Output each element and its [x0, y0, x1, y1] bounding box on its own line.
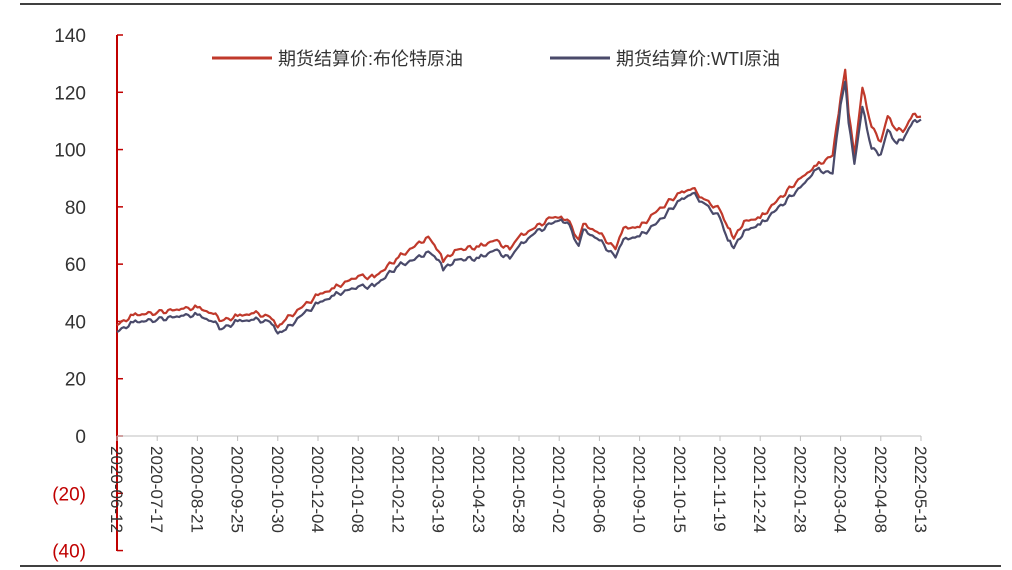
x-tick-label: 2021-11-19 — [710, 446, 729, 532]
x-tick-label: 2021-12-24 — [750, 446, 769, 533]
x-tick-label: 2021-01-08 — [348, 446, 367, 533]
x-tick-label: 2020-07-17 — [147, 446, 166, 533]
legend-item-brent: 期货结算价:布伦特原油 — [212, 49, 463, 69]
x-axis: 2020-06-12 2020-07-17 2020-08-21 2020-09-25… — [107, 435, 930, 533]
y-tick-label: (20) — [52, 484, 86, 505]
legend-label-brent: 期货结算价:布伦特原油 — [278, 49, 463, 69]
x-tick-label: 2020-09-25 — [228, 446, 247, 533]
x-tick-label: 2021-04-23 — [469, 446, 488, 533]
y-tick-label: 60 — [65, 255, 86, 276]
y-tick-label: 140 — [54, 26, 86, 47]
x-tick-label: 2020-10-30 — [268, 446, 287, 533]
x-tick-label: 2022-05-13 — [911, 446, 930, 533]
y-tick-label: (40) — [52, 542, 86, 563]
legend-label-wti: 期货结算价:WTI原油 — [616, 49, 780, 69]
x-tick-label: 2021-08-06 — [589, 446, 608, 533]
y-tick-label: 20 — [65, 370, 86, 391]
y-tick-label: 0 — [75, 427, 86, 448]
series-group — [116, 68, 922, 335]
x-tick-label: 2021-05-28 — [509, 446, 528, 533]
series-line-wti — [116, 80, 922, 335]
x-tick-label: 2021-02-12 — [388, 446, 407, 533]
y-tick-label: 80 — [65, 198, 86, 219]
x-tick-label: 2021-07-02 — [549, 446, 568, 533]
x-tick-label: 2021-03-19 — [429, 446, 448, 533]
series-line-brent — [116, 68, 922, 329]
x-tick-label: 2022-04-08 — [871, 446, 890, 533]
y-axis: (40) (20) 0 20 40 60 80 100 120 140 — [52, 26, 123, 563]
x-tick-label: 2022-03-04 — [831, 446, 850, 533]
x-tick-label: 2020-12-04 — [308, 446, 327, 533]
legend-item-wti: 期货结算价:WTI原油 — [550, 49, 780, 69]
x-tick-label: 2020-08-21 — [187, 446, 206, 533]
y-tick-label: 40 — [65, 312, 86, 333]
y-tick-label: 100 — [54, 141, 86, 162]
y-tick-label: 120 — [54, 83, 86, 104]
x-tick-label: 2022-01-28 — [790, 446, 809, 533]
x-tick-label: 2021-09-10 — [630, 446, 649, 533]
legend: 期货结算价:布伦特原油 期货结算价:WTI原油 — [212, 49, 780, 69]
x-tick-label: 2020-06-12 — [107, 446, 126, 533]
x-tick-label: 2021-10-15 — [670, 446, 689, 533]
